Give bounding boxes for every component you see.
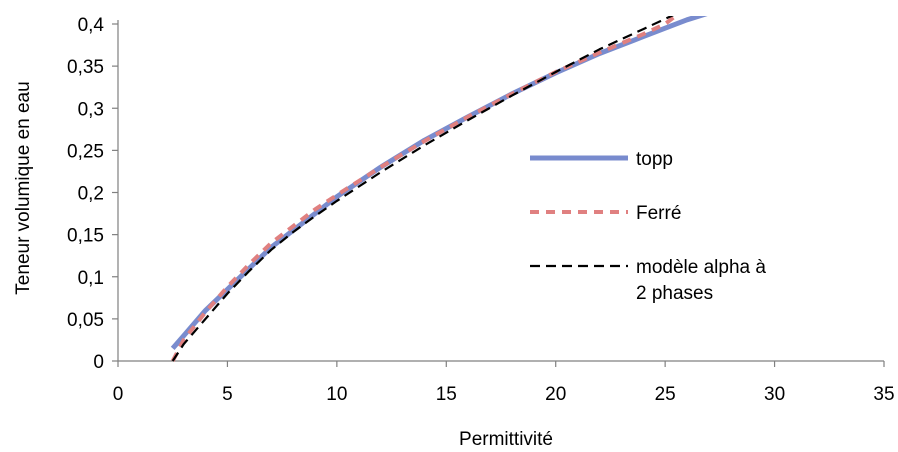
y-tick-label: 0,05 bbox=[67, 310, 104, 331]
y-tick-label: 0,35 bbox=[67, 57, 104, 78]
x-tick-label: 20 bbox=[545, 384, 566, 405]
y-tick-label: 0,1 bbox=[78, 268, 104, 289]
x-tick-label: 30 bbox=[764, 384, 785, 405]
series-line-1 bbox=[170, 16, 678, 362]
x-tick-label: 10 bbox=[326, 384, 347, 405]
y-tick-label: 0,15 bbox=[67, 226, 104, 247]
x-tick-label: 25 bbox=[655, 384, 676, 405]
series-line-2 bbox=[171, 16, 675, 362]
y-tick-label: 0,2 bbox=[78, 184, 104, 205]
x-tick-label: 15 bbox=[436, 384, 457, 405]
x-axis-title: Permittivité bbox=[459, 429, 553, 450]
series-line-0 bbox=[170, 16, 708, 351]
legend-label-1: Ferré bbox=[636, 203, 681, 224]
y-tick-label: 0,3 bbox=[78, 99, 104, 120]
x-tick-label: 5 bbox=[222, 384, 233, 405]
y-tick-label: 0,25 bbox=[67, 141, 104, 162]
y-tick-label: 0 bbox=[93, 352, 104, 373]
y-axis-title: Teneur volumique en eau bbox=[13, 81, 34, 294]
y-tick-label: 0,4 bbox=[78, 15, 105, 36]
series-layer bbox=[170, 16, 708, 362]
x-tick-label: 0 bbox=[113, 384, 124, 405]
x-tick-label: 35 bbox=[873, 384, 894, 405]
legend-label-0: topp bbox=[636, 149, 673, 170]
axes: 0 0,05 0,1 0,15 0,2 0,25 0,3 0,35 0,4 0 5 10 15 20 25 3… bbox=[13, 15, 895, 450]
